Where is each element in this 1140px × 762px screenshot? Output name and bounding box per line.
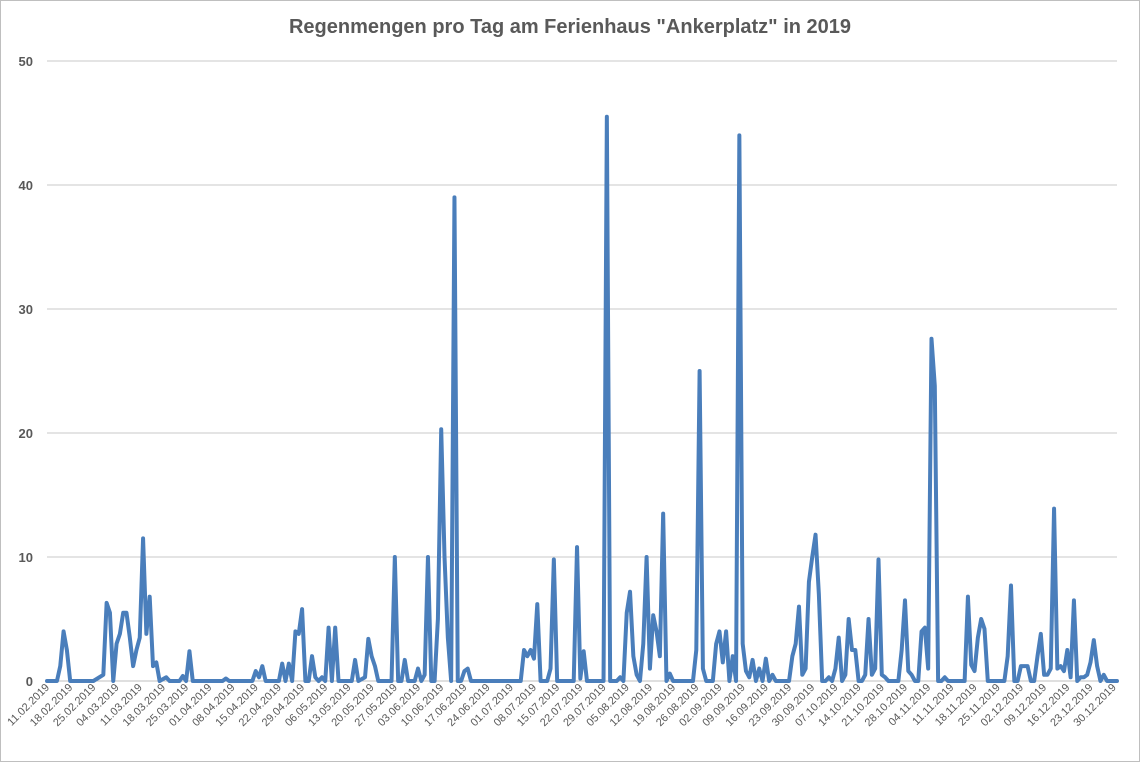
y-tick-label: 20 bbox=[19, 426, 33, 441]
y-tick-label: 40 bbox=[19, 178, 33, 193]
y-tick-label: 30 bbox=[19, 302, 33, 317]
series-line-0 bbox=[45, 114, 1119, 683]
x-axis-ticks: 11.02.201918.02.201925.02.201904.03.2019… bbox=[5, 682, 1119, 729]
series-layer bbox=[45, 114, 1119, 683]
gridlines bbox=[47, 60, 1117, 682]
y-tick-label: 50 bbox=[19, 54, 33, 69]
chart-title: Regenmengen pro Tag am Ferienhaus "Anker… bbox=[288, 16, 852, 38]
y-tick-label: 0 bbox=[26, 674, 33, 689]
y-tick-label: 10 bbox=[19, 550, 33, 565]
y-axis-ticks: 0 10 20 30 40 50 bbox=[19, 54, 33, 689]
